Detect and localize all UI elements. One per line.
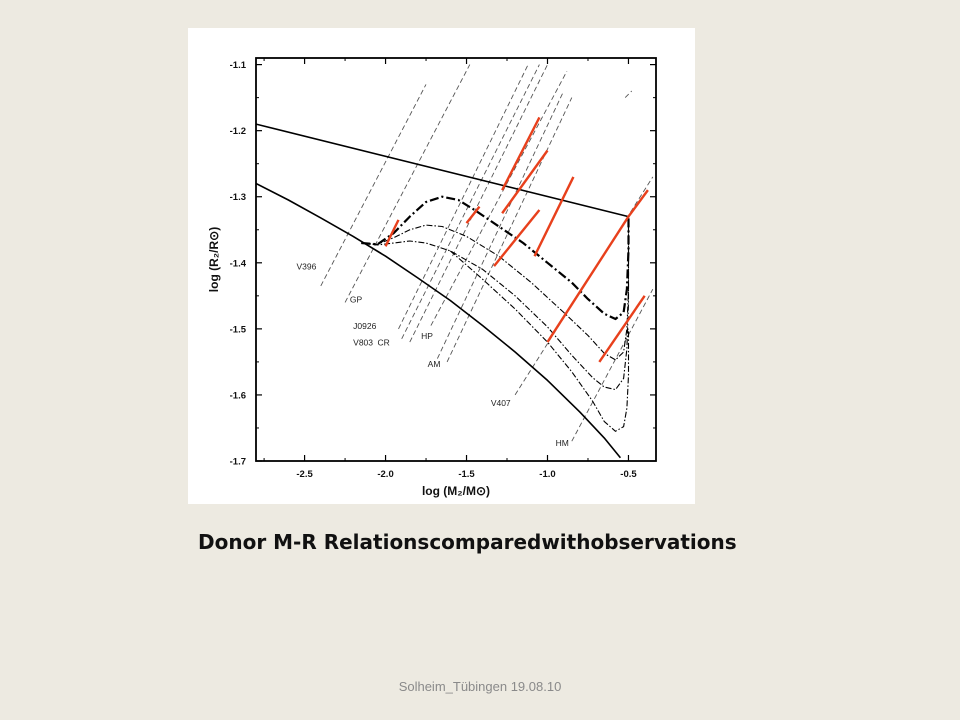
object-label-gp: GP xyxy=(350,294,363,304)
x-tick-label: -1.0 xyxy=(539,469,555,480)
observation-segment-2 xyxy=(465,205,481,224)
constraint-line-gp xyxy=(344,64,471,303)
constraint-line-v803 xyxy=(401,64,540,340)
y-axis-title: log (R₂/R⊙) xyxy=(207,227,221,292)
observation-segment-4 xyxy=(501,149,549,214)
slide-caption: Donor M-R Relationscomparedwithobservati… xyxy=(198,530,737,554)
axis-ticks: -2.5 -2.0 -1.5 -1.0 -0.5 -1.7 -1.6 -1.5 -1.4 -1.3… xyxy=(230,58,656,480)
observation-segment-8 xyxy=(627,189,649,218)
x-tick-label: -2.0 xyxy=(377,469,393,480)
y-tick-label: -1.1 xyxy=(230,60,247,71)
model-curve-1 xyxy=(256,123,629,218)
model-curves xyxy=(256,123,630,459)
figure-panel: -2.5 -2.0 -1.5 -1.0 -0.5 -1.7 -1.6 -1.5 -1.4 -1.3… xyxy=(188,28,695,504)
model-curve-4 xyxy=(361,216,630,361)
constraint-line-am xyxy=(436,90,565,359)
observation-segment-5 xyxy=(493,209,541,267)
constraint-line-v396 xyxy=(320,84,427,287)
object-label-hm: HM xyxy=(556,438,569,448)
object-label-v803: V803 xyxy=(353,337,373,347)
observation-segment-7 xyxy=(546,215,630,343)
model-curve-6 xyxy=(449,250,630,432)
constraint-line-j0926 xyxy=(398,64,529,330)
x-tick-label: -0.5 xyxy=(620,469,637,480)
x-tick-label: -2.5 xyxy=(296,469,313,480)
constraint-line-hm xyxy=(571,288,654,442)
constraint-line-hp xyxy=(430,70,568,326)
plot-frame xyxy=(255,57,657,462)
observation-segments xyxy=(384,116,649,363)
constraint-line-7 xyxy=(446,97,573,363)
y-tick-label: -1.2 xyxy=(230,126,246,137)
observation-segment-3 xyxy=(501,116,541,191)
model-curve-3 xyxy=(361,195,630,321)
observation-segment-6 xyxy=(533,176,575,257)
x-tick-label: -1.5 xyxy=(458,469,475,480)
model-curve-2 xyxy=(256,182,622,459)
y-tick-label: -1.4 xyxy=(230,258,247,269)
y-tick-label: -1.6 xyxy=(230,390,246,401)
y-tick-label: -1.5 xyxy=(230,324,247,335)
constraint-line-10 xyxy=(624,90,633,98)
slide-footer: Solheim_Tübingen 19.08.10 xyxy=(398,679,562,694)
object-label-v396: V396 xyxy=(296,261,316,271)
object-label-hp: HP xyxy=(421,331,433,341)
observation-segment-1 xyxy=(384,219,400,247)
y-tick-label: -1.3 xyxy=(230,192,246,203)
y-tick-label: -1.7 xyxy=(230,457,246,468)
object-labels: V396 GP J0926 V803 CR HP AM V407 HM xyxy=(296,261,568,447)
model-curve-5 xyxy=(361,216,630,391)
mass-radius-chart: -2.5 -2.0 -1.5 -1.0 -0.5 -1.7 -1.6 -1.5 -1.4 -1.3… xyxy=(207,57,657,498)
x-axis-title: log (M₂/M⊙) xyxy=(422,484,490,498)
object-label-cr: CR xyxy=(377,337,389,347)
object-label-v407: V407 xyxy=(491,398,511,408)
constraint-lines xyxy=(320,64,654,442)
object-label-am: AM xyxy=(428,359,441,369)
object-label-j0926: J0926 xyxy=(353,321,376,331)
constraint-line-cr xyxy=(409,64,548,343)
observation-segment-9 xyxy=(598,295,646,363)
